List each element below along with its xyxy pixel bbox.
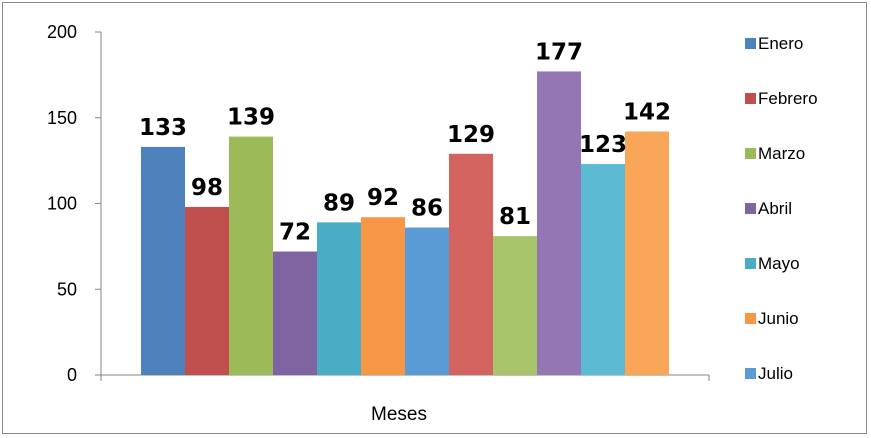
legend-swatch <box>745 93 756 104</box>
data-label: 123 <box>579 132 627 158</box>
legend-label: Julio <box>758 364 793 383</box>
data-label: 142 <box>623 99 671 125</box>
bar <box>141 146 185 375</box>
bar <box>361 217 405 375</box>
data-label: 89 <box>323 190 355 216</box>
legend-label: Abril <box>758 199 792 218</box>
y-tick-label: 0 <box>67 365 77 385</box>
bar <box>317 222 361 375</box>
legend-swatch <box>745 38 756 49</box>
legend-swatch <box>745 203 756 214</box>
data-label: 98 <box>191 175 223 201</box>
legend-swatch <box>745 313 756 324</box>
legend: Enero Febrero Marzo Abril Mayo Junio Julio <box>745 34 818 383</box>
data-label: 81 <box>499 204 531 230</box>
x-axis-title: Meses <box>371 404 427 425</box>
data-labels: 133 98 139 72 89 92 86 129 81 177 123 142 <box>139 39 671 245</box>
data-label: 72 <box>279 220 311 246</box>
data-label: 129 <box>447 122 495 148</box>
bar <box>449 153 493 375</box>
legend-label: Mayo <box>758 254 800 273</box>
bar <box>537 71 581 375</box>
bar <box>625 131 669 375</box>
legend-label: Junio <box>758 309 799 328</box>
data-label: 177 <box>535 39 583 65</box>
legend-swatch <box>745 368 756 379</box>
legend-swatch <box>745 258 756 269</box>
bar <box>229 136 273 375</box>
legend-label: Marzo <box>758 144 805 163</box>
bar <box>405 227 449 375</box>
y-tick-label: 200 <box>47 22 77 42</box>
legend-swatch <box>745 148 756 159</box>
bar <box>581 164 625 375</box>
bar <box>273 251 317 375</box>
bar <box>493 236 537 375</box>
bars <box>141 71 669 375</box>
data-label: 92 <box>367 185 399 211</box>
data-label: 139 <box>227 105 275 131</box>
data-label: 133 <box>139 115 187 141</box>
y-tick-label: 50 <box>57 279 77 299</box>
y-tick-label: 150 <box>47 108 77 128</box>
legend-label: Febrero <box>758 89 818 108</box>
legend-label: Enero <box>758 34 803 53</box>
bar <box>185 206 229 375</box>
y-tick-label: 100 <box>47 194 77 214</box>
data-label: 86 <box>411 196 443 222</box>
